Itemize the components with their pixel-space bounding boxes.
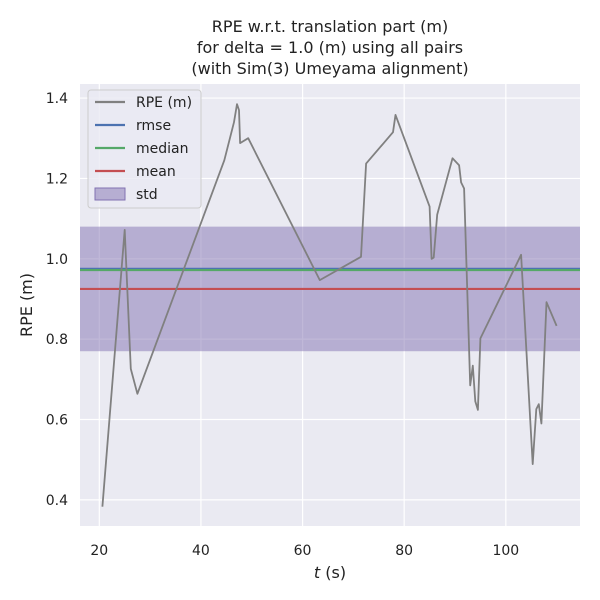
rpe-series-line bbox=[101, 103, 558, 507]
y-tick-label: 1.0 bbox=[46, 252, 68, 268]
legend: RPE (m) rmse median mean std bbox=[87, 89, 202, 209]
x-tick-label: 80 bbox=[395, 543, 413, 559]
x-tick-label: 40 bbox=[192, 543, 210, 559]
x-tick-label: 60 bbox=[294, 543, 312, 559]
legend-std-swatch bbox=[94, 187, 126, 201]
y-tick-label: 0.6 bbox=[46, 413, 68, 429]
chart-title-line-2: for delta = 1.0 (m) using all pairs bbox=[197, 38, 463, 57]
y-tick-label: 1.2 bbox=[46, 171, 68, 187]
series-layer bbox=[101, 103, 558, 507]
statistic-lines-layer bbox=[80, 267, 580, 291]
legend-rpe-label: RPE (m) bbox=[136, 95, 192, 111]
chart-title-line-3: (with Sim(3) Umeyama alignment) bbox=[191, 59, 468, 78]
y-axis-label: RPE (m) bbox=[17, 273, 36, 337]
chart-title-line-1: RPE w.r.t. translation part (m) bbox=[212, 17, 448, 36]
legend-mean-label: mean bbox=[136, 164, 176, 180]
legend-std-label: std bbox=[136, 187, 158, 203]
tick-labels: 20 40 60 80 100 0.4 0.6 0.8 1.0 1.2 1.4 bbox=[46, 91, 519, 559]
legend-median-label: median bbox=[136, 141, 188, 157]
y-tick-label: 1.4 bbox=[46, 91, 68, 107]
legend-rmse-label: rmse bbox=[136, 118, 171, 134]
y-tick-label: 0.4 bbox=[46, 493, 68, 509]
legend-box bbox=[87, 89, 202, 209]
chart-title: RPE w.r.t. translation part (m) for delt… bbox=[191, 17, 468, 78]
x-axis-label: t (s) bbox=[314, 563, 346, 582]
x-tick-label: 100 bbox=[492, 543, 519, 559]
y-tick-label: 0.8 bbox=[46, 332, 68, 348]
x-tick-label: 20 bbox=[90, 543, 108, 559]
